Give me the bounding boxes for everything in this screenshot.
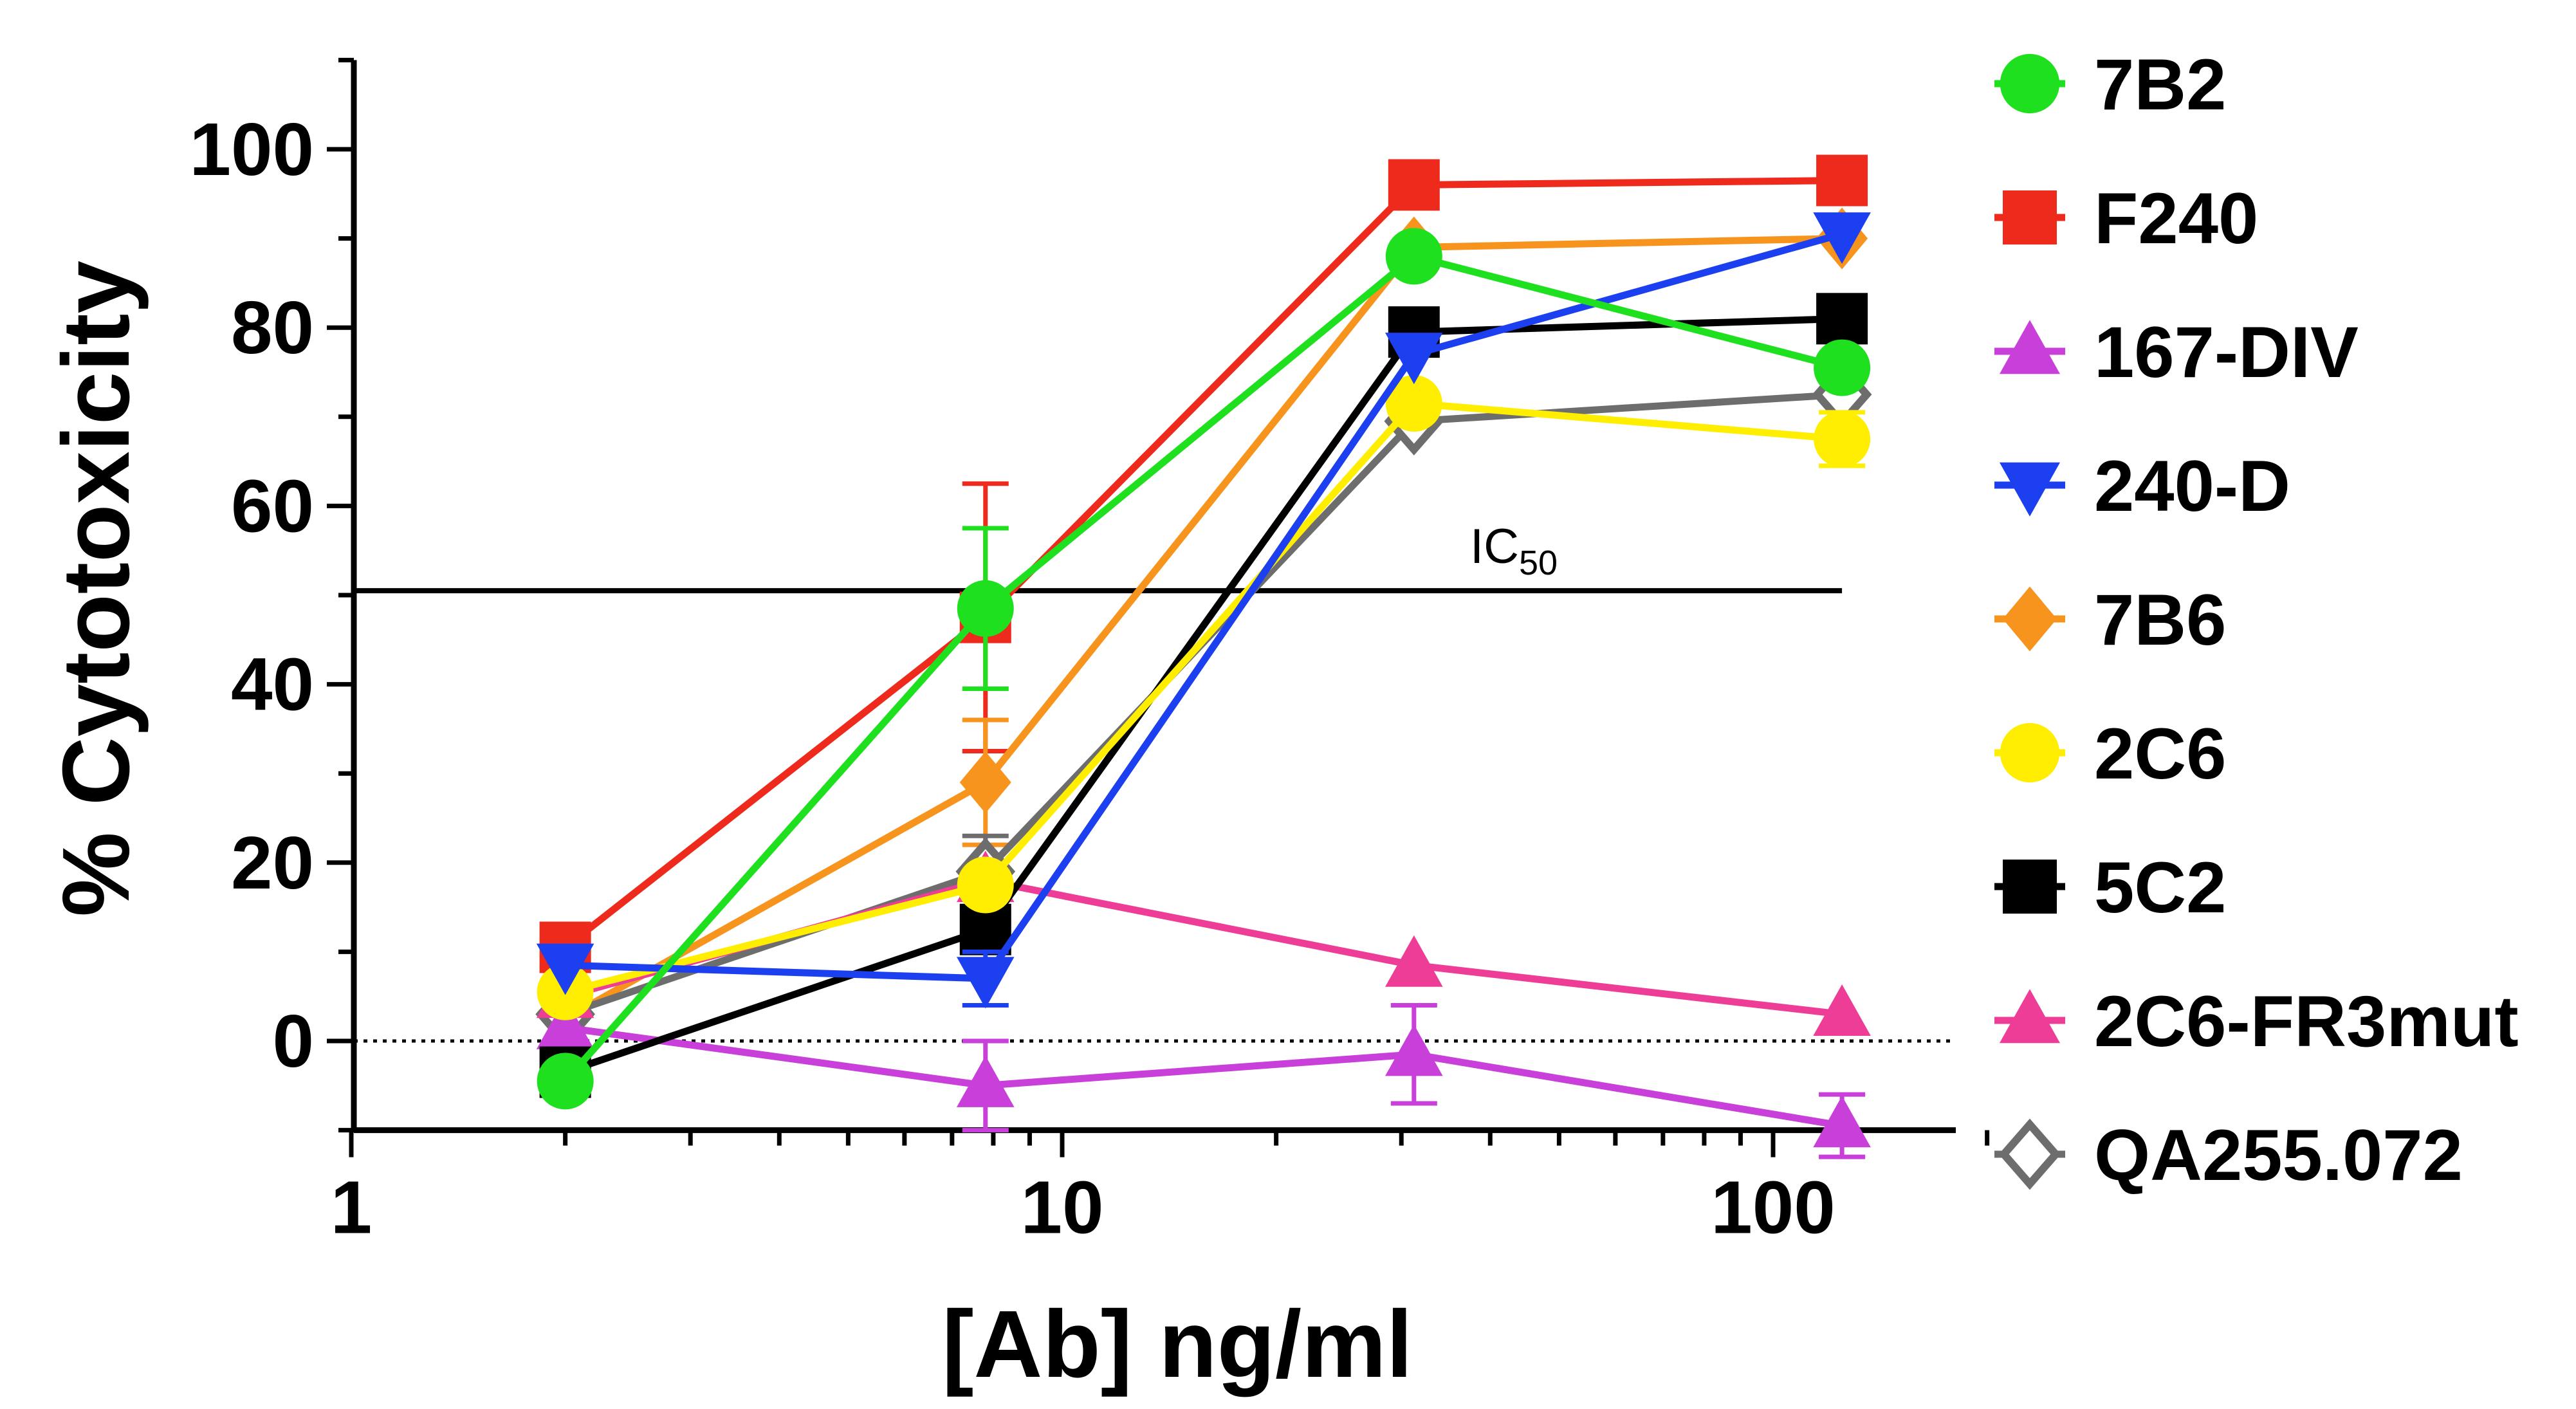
data-point (1385, 228, 1442, 285)
data-point (1385, 333, 1443, 385)
ic50-label: IC50 (1470, 519, 1558, 582)
series-f240 (539, 154, 1868, 973)
x-tick-label: 10 (1020, 1166, 1103, 1249)
legend-item-7b6: 7B6 (1994, 580, 2226, 660)
legend-item-240-d: 240-D (1994, 446, 2290, 526)
legend-marker (1999, 462, 2061, 517)
data-point (1385, 935, 1443, 987)
legend-item-2c6: 2C6 (1994, 714, 2226, 794)
series-2c6-fr3mut (536, 851, 1871, 1036)
series-line (563, 177, 1843, 950)
data-point (537, 1053, 594, 1110)
legend-label: 2C6 (2094, 714, 2226, 794)
data-point (956, 957, 1015, 1009)
legend-label: 5C2 (2094, 847, 2226, 928)
legend-item-167-div: 167-DIV (1994, 312, 2359, 392)
series-2c6 (537, 375, 1871, 1020)
x-tick-label: 100 (1711, 1166, 1835, 1249)
series-167-div (536, 997, 1871, 1159)
data-point (1816, 293, 1868, 345)
y-tick-label: 40 (231, 643, 314, 726)
series-qa255-072 (535, 360, 1872, 1049)
series-line (565, 230, 1843, 982)
legend: 7B2 F240 167-DIV 240-D 7B6 2C6 5C2 2C6-FR3mut QA… (1994, 44, 2519, 1195)
legend-label: 7B6 (2094, 580, 2226, 660)
x-tick-label: 1 (331, 1166, 373, 1249)
data-point (1813, 984, 1871, 1036)
data-point (1388, 159, 1440, 211)
data-point (1813, 212, 1871, 264)
data-point (536, 997, 594, 1049)
legend-label: QA255.072 (2094, 1115, 2463, 1195)
data-point (536, 943, 594, 995)
data-point (1814, 339, 1871, 396)
ic50-label-main: IC (1470, 519, 1519, 574)
legend-label: 7B2 (2094, 44, 2226, 125)
y-tick-label: 60 (231, 464, 314, 548)
series-5c2 (539, 293, 1868, 1098)
legend-item-7b2: 7B2 (1994, 44, 2226, 125)
legend-marker (2000, 723, 2060, 783)
series-line (564, 400, 1843, 996)
series-240-d (536, 212, 1871, 1009)
series-line (564, 1024, 1843, 1130)
ic50-label-subscript: 50 (1519, 544, 1558, 582)
legend-label: 167-DIV (2094, 312, 2359, 392)
axes: 0 20 40 60 80 100 1 10 100 (189, 57, 1990, 1249)
data-point (1385, 375, 1442, 432)
series-line (564, 315, 1843, 1076)
x-axis-title: [Ab] ng/ml (942, 1291, 1413, 1397)
legend-item-f240: F240 (1994, 178, 2258, 259)
series-line (563, 235, 1843, 1022)
legend-marker (2000, 53, 2060, 114)
y-axis-title: % Cytotoxicity (43, 261, 149, 917)
legend-marker (1998, 1118, 2061, 1190)
y-tick-label: 80 (231, 286, 314, 369)
series-7b2 (537, 228, 1871, 1110)
legend-label: F240 (2094, 178, 2258, 259)
legend-item-5c2: 5C2 (1994, 847, 2226, 928)
data-point (959, 751, 1011, 814)
legend-marker (1999, 320, 2061, 374)
legend-marker (2003, 860, 2057, 914)
data-point (957, 856, 1014, 914)
y-tick-label: 0 (272, 999, 314, 1083)
y-tick-label: 100 (189, 107, 314, 191)
data-series (535, 154, 1872, 1159)
legend-item-qa255-072: QA255.072 (1994, 1115, 2463, 1195)
reference-lines (354, 588, 1956, 1043)
legend-marker (2003, 190, 2057, 244)
data-point (1813, 1096, 1871, 1148)
legend-marker (1999, 989, 2061, 1044)
y-tick-label: 20 (231, 821, 314, 905)
data-point (957, 580, 1014, 637)
legend-item-2c6-fr3mut: 2C6-FR3mut (1994, 981, 2519, 1062)
data-point (1385, 1024, 1443, 1076)
data-point (956, 1055, 1015, 1107)
data-point (1816, 154, 1868, 207)
legend-label: 2C6-FR3mut (2094, 981, 2519, 1062)
data-point (1814, 410, 1871, 468)
legend-marker (2003, 586, 2057, 652)
legend-label: 240-D (2094, 446, 2290, 526)
series-line (562, 252, 1843, 1084)
